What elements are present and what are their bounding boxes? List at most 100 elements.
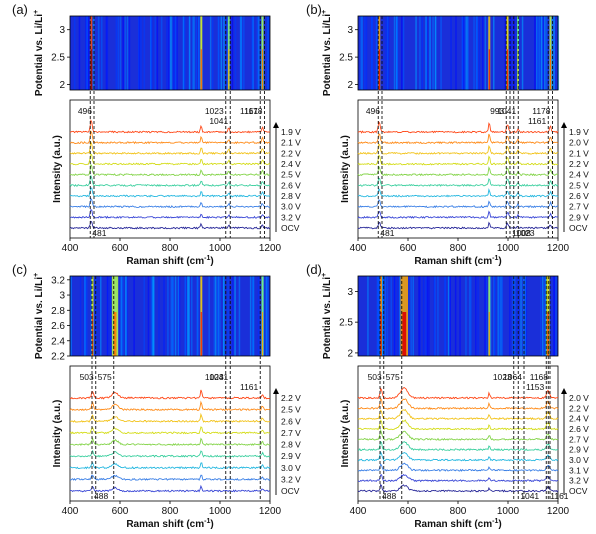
heatmap-streak <box>234 16 237 90</box>
heatmap-streak <box>370 16 373 90</box>
heatmap-streak <box>156 16 159 90</box>
y-axis-label: Intensity (a.u.) <box>52 135 63 203</box>
spectrum-trace <box>69 437 271 446</box>
heatmap-streak <box>490 276 492 356</box>
potential-label: 3.2 V <box>569 476 589 486</box>
heatmap-streak <box>191 276 193 356</box>
heatmap-streak <box>220 16 223 90</box>
xtick-label: 1200 <box>259 243 282 254</box>
heatmap-streak <box>415 16 417 90</box>
xtick-label: 400 <box>62 506 79 517</box>
heatmap-streak <box>418 276 420 356</box>
heatmap-streak <box>188 16 191 90</box>
heatmap-streak <box>544 16 546 90</box>
heatmap-streak <box>386 276 389 356</box>
heatmap-ylabel: Potential vs. Li/Li+ <box>321 10 333 96</box>
potential-label: 2.2 V <box>281 393 301 403</box>
xtick-label: 800 <box>450 506 467 517</box>
y-axis-label: Intensity (a.u.) <box>340 400 351 468</box>
peak-label: 1023 <box>205 372 224 382</box>
heatmap-streak <box>238 276 241 356</box>
heatmap-streak <box>257 276 260 356</box>
heatmap-band-core <box>262 49 263 90</box>
heatmap-streak <box>128 16 131 90</box>
heatmap-streak <box>393 276 396 356</box>
potential-label: 3.0 V <box>281 463 301 473</box>
heatmap-streak <box>197 276 199 356</box>
heatmap-streak <box>100 276 102 356</box>
heatmap-band-core <box>488 312 490 356</box>
xtick-label: 1000 <box>497 243 520 254</box>
heatmap-streak <box>106 16 109 90</box>
heatmap-streak <box>85 16 87 90</box>
heatmap-streak <box>120 276 122 356</box>
arrow-head-icon <box>273 388 279 394</box>
potential-label: 2.1 V <box>569 148 589 158</box>
spectrum-trace <box>69 153 271 166</box>
arrow-head-icon <box>561 122 567 128</box>
peak-label: 496 <box>78 106 92 116</box>
xtick-label: 1200 <box>259 506 282 517</box>
peak-label: 1041 <box>520 491 539 501</box>
potential-label: 2.0 V <box>569 138 589 148</box>
heatmap-streak <box>227 276 229 356</box>
heatmap-streak <box>482 16 484 90</box>
heatmap-streak <box>540 16 543 90</box>
heatmap-streak <box>498 276 501 356</box>
heatmap-streak <box>158 276 160 356</box>
heatmap-streak <box>425 276 427 356</box>
peak-label: 1041 <box>497 106 516 116</box>
heatmap-streak <box>367 276 369 356</box>
heatmap-streak <box>360 16 362 90</box>
heatmap-streak <box>174 276 177 356</box>
spectrum-trace <box>357 198 559 209</box>
spectra-frame <box>357 99 559 239</box>
potential-label: 3.2 V <box>281 474 301 484</box>
heatmap-streak <box>553 276 556 356</box>
heatmap-ylabel: Potential vs. Li/Li+ <box>321 273 333 359</box>
heatmap-streak <box>133 276 135 356</box>
heatmap-streak <box>536 16 538 90</box>
spectrum-trace <box>69 426 271 435</box>
heatmap-band-core <box>92 312 93 356</box>
heatmap-streak <box>421 16 423 90</box>
heatmap-streak <box>95 276 97 356</box>
heatmap-band-core <box>200 49 202 90</box>
heatmap-streak <box>70 276 72 356</box>
panel-c: (c) 3.2 3 2.8 2.6 2.4 2.2 Potential vs. Li/Li+ 4… <box>12 262 301 530</box>
peak-label: 1161 <box>240 106 259 116</box>
heatmap-streak <box>461 16 464 90</box>
heatmap-streak <box>150 276 153 356</box>
xtick-label: 1200 <box>547 506 570 517</box>
potential-label: 2.0 V <box>569 393 589 403</box>
heatmap-ytick-label: 3.2 <box>51 275 65 286</box>
spectrum-trace <box>357 120 559 134</box>
heatmap-streak <box>419 276 421 356</box>
heatmap-ytick-label: 3 <box>347 25 353 36</box>
spectra-traces <box>69 389 271 493</box>
panel-d: (d) 3 2.5 2 Potential vs. Li/Li+ 488 503 575 102… <box>306 262 589 530</box>
peak-label: 488 <box>382 491 396 501</box>
xtick-label: 600 <box>400 243 417 254</box>
heatmap-streak <box>234 276 236 356</box>
spectrum-trace <box>357 440 559 452</box>
spectrum-trace <box>69 400 271 412</box>
heatmap-streak <box>544 276 547 356</box>
heatmap-streak <box>223 276 225 356</box>
heatmap-streak <box>265 276 268 356</box>
heatmap-streak <box>143 16 146 90</box>
heatmap-streak <box>256 16 259 90</box>
y-axis-label: Intensity (a.u.) <box>340 135 351 203</box>
heatmap-streak <box>422 276 425 356</box>
heatmap-streak <box>501 276 503 356</box>
spectrum-trace <box>69 220 271 230</box>
heatmap-streak <box>555 276 557 356</box>
heatmap-streak <box>470 276 472 356</box>
panel-b: (b) 3 2.5 2 Potential vs. Li/Li+ 481 496 993 100… <box>306 2 589 267</box>
heatmap-streak <box>385 16 387 90</box>
spectrum-trace <box>69 449 271 458</box>
heatmap-streak <box>467 16 469 90</box>
heatmap-streak <box>512 276 514 356</box>
potential-label: 2.5 V <box>281 170 301 180</box>
